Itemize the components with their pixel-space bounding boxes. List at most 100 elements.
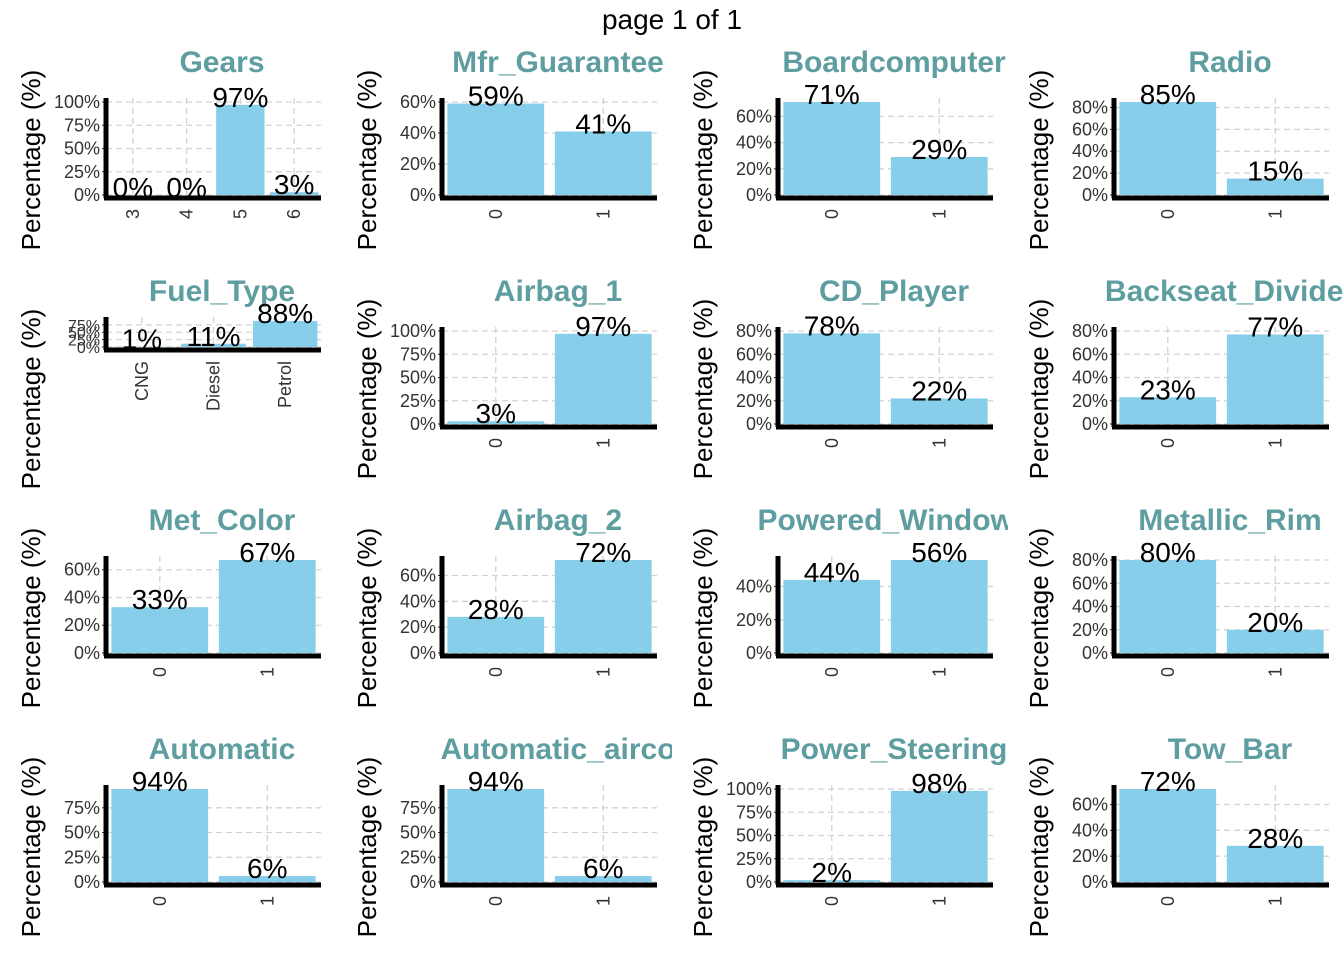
chart-title: Automatic [149, 733, 296, 766]
y-axis-label: Percentage (%) [16, 757, 46, 938]
bar-0 [783, 102, 881, 195]
y-tick-label: 0% [1082, 185, 1108, 205]
x-tick-label: 0 [822, 438, 842, 448]
data-label: 22% [911, 375, 967, 406]
bar-1 [554, 560, 652, 653]
y-tick-label: 60% [1072, 573, 1108, 593]
chart-panel-radio: Radio Percentage (%) 0%20%40%60%80% 85% 15% 0… [1024, 46, 1329, 250]
x-tick-label: 1 [593, 209, 613, 219]
x-tick-label: 5 [230, 209, 250, 219]
x-tick-label: 0 [1158, 438, 1178, 448]
y-axis-label: Percentage (%) [16, 528, 46, 709]
y-tick-label: 60% [1072, 795, 1108, 815]
bar-1 [218, 560, 316, 653]
y-tick-label: 25% [736, 849, 772, 869]
y-tick-label: 40% [1072, 820, 1108, 840]
data-label: 94% [132, 766, 188, 797]
y-axis-label: Percentage (%) [16, 70, 46, 251]
x-tick-label: 1 [929, 896, 949, 906]
y-tick-label: 75% [400, 798, 436, 818]
bar-1 [1226, 845, 1324, 882]
y-tick-label: 50% [64, 139, 100, 159]
y-tick-label: 80% [1072, 550, 1108, 570]
x-tick-label: 1 [257, 667, 277, 677]
y-tick-label: 0% [410, 414, 436, 434]
data-label: 72% [575, 537, 631, 568]
y-tick-label: 100% [54, 92, 100, 112]
chart-title: Backseat_Divider [1105, 275, 1344, 308]
y-tick-label: 100% [726, 779, 772, 799]
x-tick-label: 0 [150, 667, 170, 677]
bar-0 [783, 880, 881, 882]
y-tick-label: 0% [74, 872, 100, 892]
data-label: 67% [239, 537, 295, 568]
y-tick-label: 60% [1072, 344, 1108, 364]
x-tick-label: 0 [486, 438, 506, 448]
y-tick-label: 50% [736, 826, 772, 846]
x-tick-label: 1 [593, 438, 613, 448]
chart-title: Mfr_Guarantee [452, 46, 664, 79]
chart-title: Airbag_1 [494, 275, 622, 308]
y-tick-label: 0% [746, 643, 772, 663]
y-tick-label: 75% [400, 344, 436, 364]
data-label: 15% [1247, 156, 1303, 187]
data-label: 23% [1140, 374, 1196, 405]
x-tick-label: CNG [132, 361, 152, 401]
y-tick-label: 0% [1082, 414, 1108, 434]
x-tick-label: 3 [123, 209, 143, 219]
y-axis-label: Percentage (%) [352, 70, 382, 251]
chart-panel-cd-player: CD_Player Percentage (%) 0% 20% 40% 60% 80% 78%… [688, 275, 993, 479]
y-tick-label: 0% [74, 185, 100, 205]
chart-panel-airbag-2: Airbag_2 Percentage (%) 0% 20% 40% 60% 28% 72% 0… [352, 504, 657, 708]
bar-6 [269, 192, 319, 195]
y-tick-label: 75% [68, 318, 100, 335]
x-tick-label: 0 [150, 896, 170, 906]
bar-1 [554, 333, 652, 424]
data-label: 97% [212, 82, 268, 113]
chart-panel-met-color: Met_Color Percentage (%) 0% 20% 40% 60% 33% 67%… [16, 504, 321, 708]
y-tick-label: 25% [64, 162, 100, 182]
x-tick-label: 1 [929, 667, 949, 677]
y-tick-label: 25% [64, 847, 100, 867]
bar-1 [890, 790, 988, 882]
y-tick-label: 75% [736, 802, 772, 822]
bar-petrol [252, 321, 318, 347]
x-tick-label: 0 [1158, 896, 1178, 906]
data-label: 94% [468, 766, 524, 797]
bar-1 [554, 876, 652, 882]
bar-0 [447, 789, 545, 882]
bar-0 [783, 333, 881, 424]
y-tick-label: 20% [736, 159, 772, 179]
x-tick-label: 0 [486, 667, 506, 677]
bar-1 [890, 157, 988, 195]
chart-title: Power_Steering [781, 733, 1008, 766]
chart-title: Automatic_airco [440, 733, 675, 766]
y-tick-label: 40% [736, 368, 772, 388]
y-tick-label: 0% [746, 872, 772, 892]
bar-1 [890, 560, 988, 653]
chart-panel-powered-windows: Powered_Windows Percentage (%) 0% 20% 40% 44%… [688, 504, 1030, 708]
data-label: 44% [804, 557, 860, 588]
y-axis-label: Percentage (%) [352, 528, 382, 709]
chart-title: Powered_Windows [757, 504, 1030, 537]
bar-0 [1119, 397, 1217, 424]
x-tick-label: Diesel [204, 361, 224, 411]
y-tick-label: 20% [1072, 163, 1108, 183]
y-tick-label: 20% [736, 391, 772, 411]
y-tick-label: 60% [1072, 119, 1108, 139]
chart-title: Met_Color [149, 504, 296, 537]
data-label: 80% [1140, 537, 1196, 568]
chart-title: Radio [1188, 46, 1271, 79]
y-tick-label: 60% [400, 566, 436, 586]
data-label: 3% [476, 398, 516, 429]
y-tick-label: 0% [74, 643, 100, 663]
data-label: 59% [468, 81, 524, 112]
data-label: 29% [911, 134, 967, 165]
data-label: 78% [804, 310, 860, 341]
y-tick-label: 50% [400, 823, 436, 843]
x-tick-label: 1 [929, 209, 949, 219]
y-tick-label: 25% [400, 391, 436, 411]
chart-panel-automatic-airco: Automatic_airco Percentage (%) 0% 25% 50% 75%… [352, 733, 675, 937]
y-axis-label: Percentage (%) [688, 299, 718, 480]
